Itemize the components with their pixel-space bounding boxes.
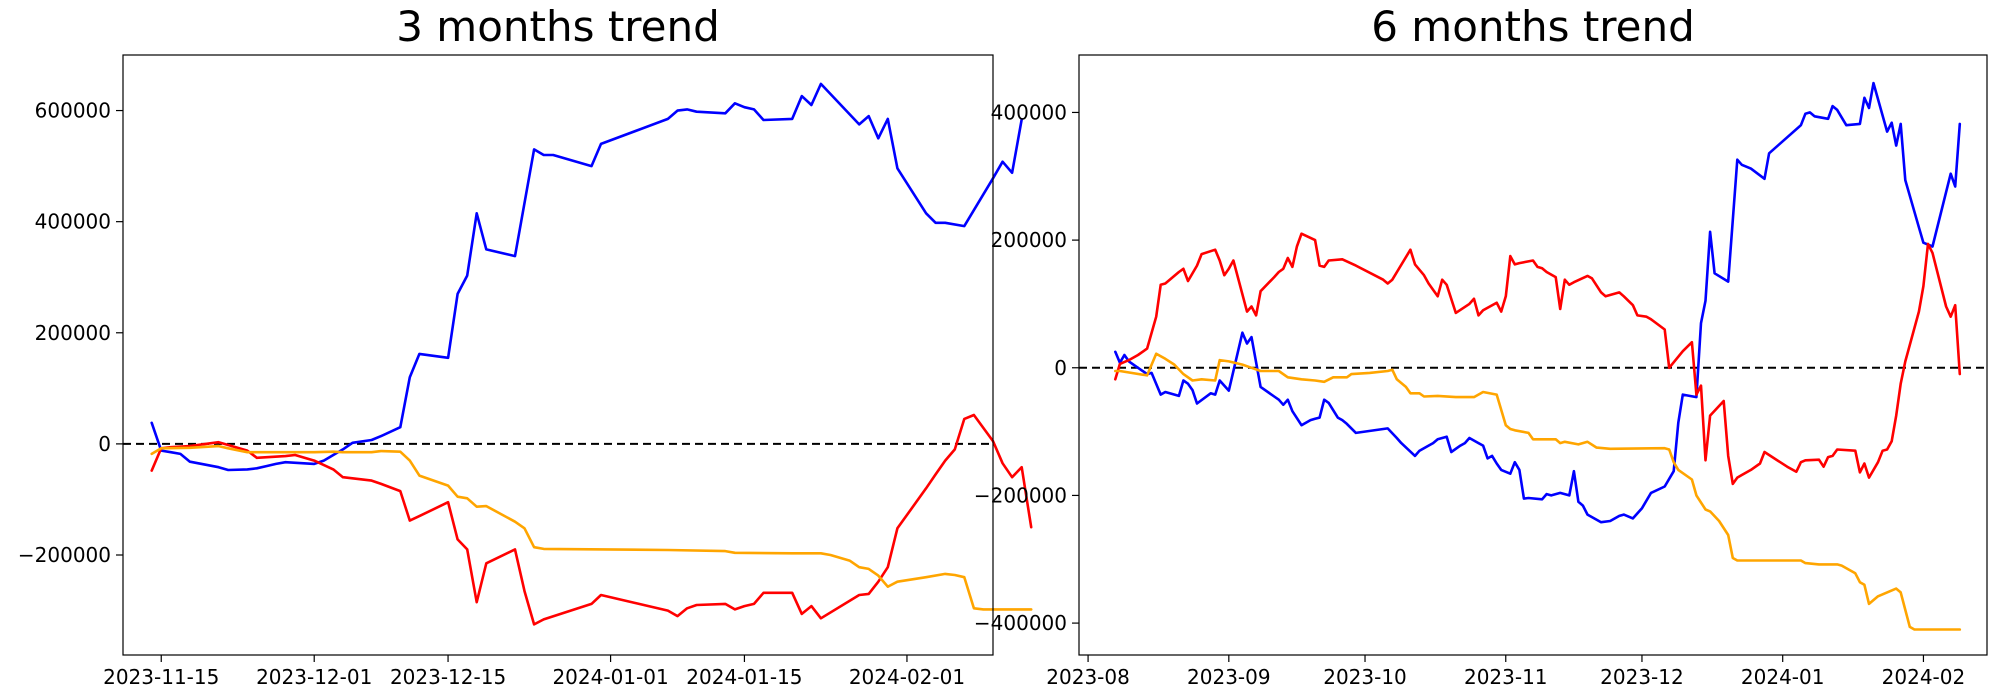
y-tick-label: −200000 xyxy=(974,483,1067,507)
x-tick-label: 2023-08 xyxy=(1046,665,1130,689)
series-line-0 xyxy=(150,82,1024,472)
x-tick-label: 2024-01 xyxy=(1741,665,1825,689)
x-tick-label: 2023-11-15 xyxy=(103,665,219,689)
y-tick-label: −400000 xyxy=(974,611,1067,635)
series-line-1 xyxy=(1114,232,1962,486)
plot-frame xyxy=(1078,54,1988,656)
y-tick-label: 600000 xyxy=(35,99,111,123)
x-tick-label: 2023-09 xyxy=(1187,665,1271,689)
y-tick-label: −200000 xyxy=(18,543,111,567)
series-line-2 xyxy=(1114,352,1962,631)
x-tick-label: 2023-12-15 xyxy=(390,665,506,689)
y-tick-label: 200000 xyxy=(35,321,111,345)
chart-title: 6 months trend xyxy=(1371,2,1695,51)
plot-area: 2023-11-15 2023-12-01 2023-12-15 2024-01-01… xyxy=(18,54,1033,689)
y-tick-label: 200000 xyxy=(991,228,1067,252)
x-tick-label: 2024-02 xyxy=(1882,665,1966,689)
chart-title: 3 months trend xyxy=(396,2,720,51)
y-tick-label: 0 xyxy=(1054,356,1067,380)
plot-frame xyxy=(122,54,994,656)
x-tick-label: 2023-11 xyxy=(1464,665,1548,689)
x-tick-label: 2024-01-15 xyxy=(686,665,802,689)
series-line-1 xyxy=(150,413,1033,626)
series-line-2 xyxy=(150,444,1033,611)
series-line-0 xyxy=(1114,81,1962,524)
x-tick-label: 2023-10 xyxy=(1323,665,1407,689)
chart-3-months: 3 months trend 2023-11-15 2023-12-01 2023-… xyxy=(18,2,1033,689)
x-tick-label: 2023-12-01 xyxy=(256,665,372,689)
y-tick-label: 400000 xyxy=(35,210,111,234)
plot-area: 2023-08 2023-09 2023-10 2023-11 2023-12 2024-… xyxy=(974,54,1988,689)
x-tick-label: 2024-02-01 xyxy=(849,665,965,689)
y-tick-label: 0 xyxy=(98,432,111,456)
y-tick-label: 400000 xyxy=(991,100,1067,124)
x-tick-label: 2024-01-01 xyxy=(552,665,668,689)
chart-6-months: 6 months trend 2023-08 2023-09 2023-10 2023… xyxy=(974,2,1988,689)
x-tick-label: 2023-12 xyxy=(1600,665,1684,689)
